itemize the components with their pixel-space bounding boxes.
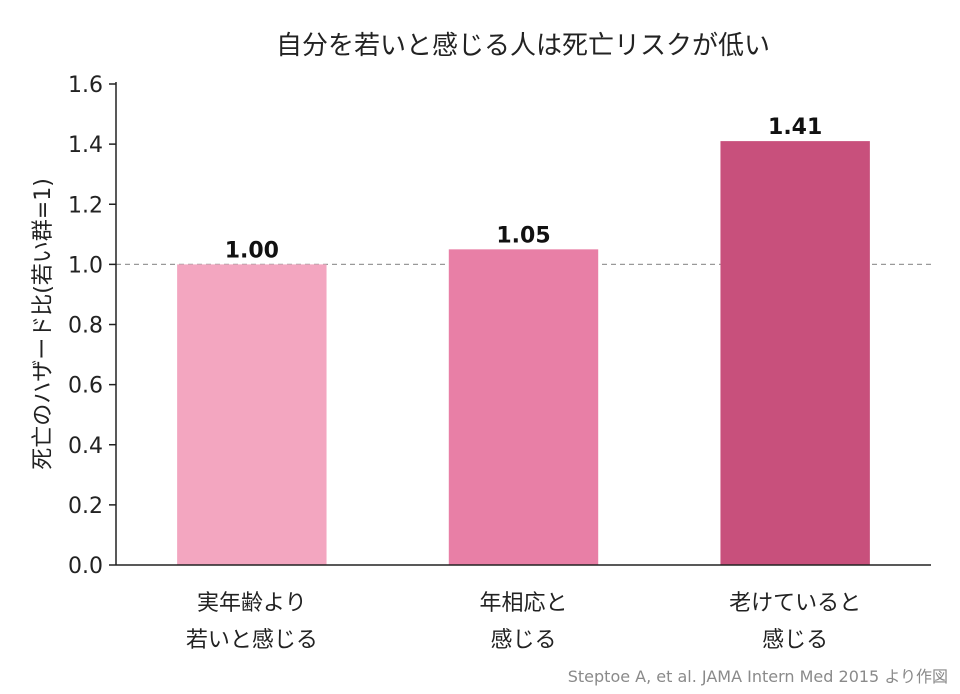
x-category-label: 若いと感じる [186,628,318,653]
bar [720,141,870,565]
axes [115,82,931,566]
y-tick-label: 0.6 [68,374,103,399]
bar-value-label: 1.41 [768,115,822,140]
bar [177,264,327,565]
y-tick-label: 0.4 [68,434,103,459]
x-category-label: 実年齢より [197,591,307,616]
y-axis-label: 死亡のハザード比(若い群=1) [31,178,56,470]
y-tick-label: 0.0 [68,554,103,579]
y-tick-label: 1.2 [68,193,103,218]
bar [448,249,599,565]
chart-title: 自分を若いと感じる人は死亡リスクが低い [276,31,770,61]
y-tick-label: 1.0 [68,253,103,278]
y-tick-label: 1.6 [68,73,103,98]
x-category-label: 老けていると [729,591,861,616]
x-category-label: 年相応と [479,591,567,616]
y-tick-label: 0.8 [68,314,103,339]
x-category-label: 感じる [490,628,556,653]
y-axis-ticks: 0.0 0.2 0.4 0.6 0.8 1.0 1.2 1.4 1.6 [68,73,116,579]
y-tick-label: 0.2 [68,494,103,519]
value-labels: 1.00 1.05 1.41 [225,115,823,263]
source-note: Steptoe A, et al. JAMA Intern Med 2015 よ… [568,667,948,686]
bars [177,141,870,565]
x-category-label: 感じる [762,628,828,653]
bar-value-label: 1.05 [496,223,550,248]
bar-value-label: 1.00 [225,238,279,263]
y-tick-label: 1.4 [68,133,103,158]
